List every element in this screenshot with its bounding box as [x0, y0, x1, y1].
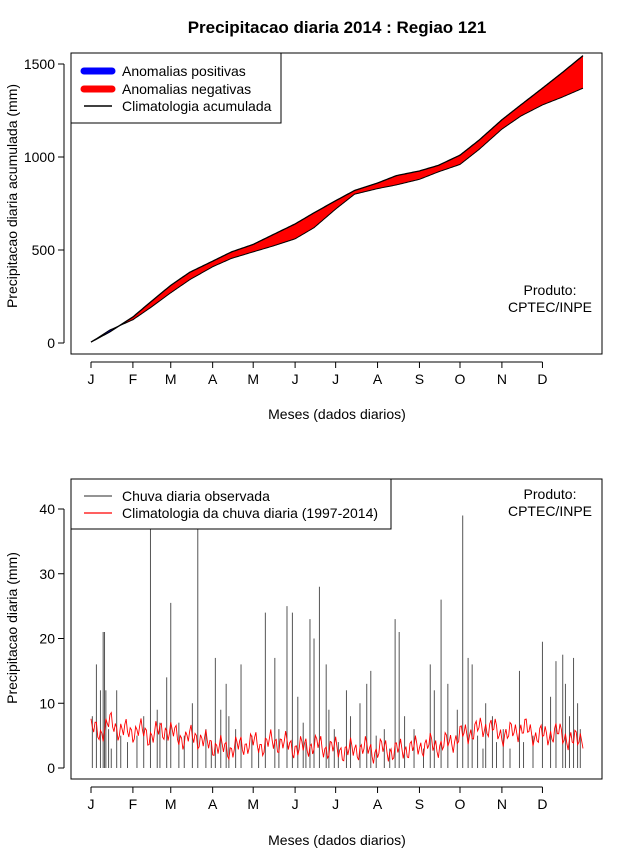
chart2-x-tick-label: A: [373, 796, 383, 812]
chart2-x-tick-label: M: [165, 796, 177, 812]
chart1-x-tick-label: J: [332, 371, 339, 387]
chart1-x-tick-label: J: [292, 371, 299, 387]
chart1-x-tick-label: M: [247, 371, 259, 387]
chart1-x-tick-label: J: [88, 371, 95, 387]
chart2-legend-observed-label: Chuva diaria observada: [122, 488, 270, 504]
chart2-x-tick-label: J: [332, 796, 339, 812]
chart2-y-tick-label: 30: [39, 566, 55, 582]
chart2-legend-climatology-label: Climatologia da chuva diaria (1997-2014): [122, 505, 378, 521]
chart1-legend-climatology-label: Climatologia acumulada: [122, 98, 272, 114]
chart2-y-label: Precipitacao diaria (mm): [4, 552, 20, 704]
chart1-title: Precipitacao diaria 2014 : Regiao 121: [188, 18, 487, 37]
chart1-x-tick-label: S: [415, 371, 424, 387]
chart2-y-tick-label: 0: [47, 760, 55, 776]
chart2-x-tick-label: S: [415, 796, 424, 812]
chart1-observed-line: [90, 87, 584, 343]
chart1-annotation-line1: Produto:: [524, 282, 577, 298]
chart1-x-tick-label: O: [455, 371, 466, 387]
chart1-y-tick-label: 1000: [24, 149, 55, 165]
chart2-climatology-line: [90, 711, 584, 764]
chart2-y-tick-label: 20: [39, 631, 55, 647]
chart1-x-label: Meses (dados diarios): [268, 406, 406, 422]
chart2-annotation-line1: Produto:: [524, 486, 577, 502]
chart1-x-tick-label: A: [373, 371, 383, 387]
chart2-x-tick-label: N: [497, 796, 507, 812]
chart1-legend: Anomalias positivas Anomalias negativas …: [70, 52, 282, 124]
chart2-y-axis: 0 10 20 30 40: [39, 501, 65, 776]
chart1-y-label: Precipitacao diaria acumulada (mm): [4, 84, 20, 308]
chart2-x-tick-label: F: [129, 796, 138, 812]
chart1-frame: [70, 52, 603, 355]
chart1-negative-anomaly-area: [91, 55, 583, 343]
chart1-climatology-line: [90, 55, 584, 343]
chart1-x-tick-label: F: [129, 371, 138, 387]
chart2-plot: [90, 480, 584, 768]
chart1-x-tick-label: A: [208, 371, 218, 387]
chart2-x-tick-label: J: [292, 796, 299, 812]
chart2-annotation-line2: CPTEC/INPE: [508, 503, 592, 519]
chart1-y-tick-label: 500: [32, 242, 56, 258]
chart1-y-axis: 0 500 1000 1500: [24, 56, 65, 351]
chart1-legend-negative-label: Anomalias negativas: [122, 81, 251, 97]
chart2-legend: Chuva diaria observada Climatologia da c…: [70, 478, 392, 530]
chart2-y-tick-label: 40: [39, 501, 55, 517]
chart2-x-tick-label: O: [455, 796, 466, 812]
chart2-x-tick-label: J: [88, 796, 95, 812]
chart1-x-tick-label: D: [537, 371, 547, 387]
chart2-x-label: Meses (dados diarios): [268, 832, 406, 848]
chart1-plot: [90, 55, 584, 343]
chart2-x-tick-label: D: [537, 796, 547, 812]
chart2-legend-box: [70, 478, 392, 530]
chart1-y-tick-label: 1500: [24, 56, 55, 72]
chart2-y-tick-label: 10: [39, 695, 55, 711]
chart1-annotation-line2: CPTEC/INPE: [508, 299, 592, 315]
chart1-x-tick-label: N: [497, 371, 507, 387]
chart1-y-tick-label: 0: [47, 335, 55, 351]
chart1-x-tick-label: M: [165, 371, 177, 387]
chart2-x-tick-label: A: [208, 796, 218, 812]
chart1-legend-positive-label: Anomalias positivas: [122, 63, 246, 79]
chart2-x-tick-label: M: [247, 796, 259, 812]
